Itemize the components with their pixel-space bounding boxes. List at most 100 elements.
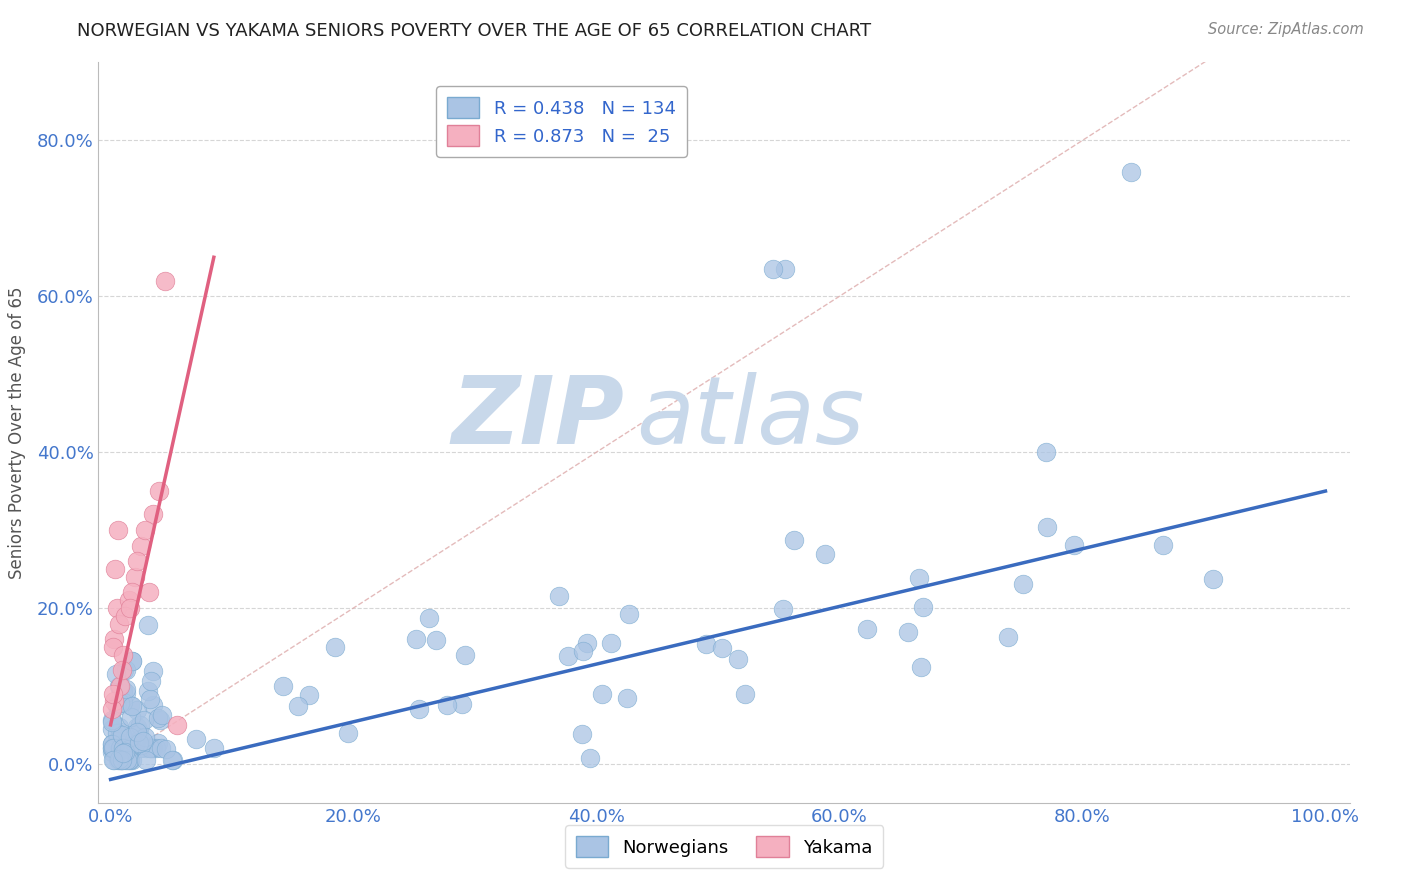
Point (111, 753, 134, 767)
Point (155, 274, 177, 288)
Point (112, 663, 135, 677)
Point (139, 673, 162, 688)
Point (101, 745, 124, 759)
Point (139, 741, 162, 756)
Point (111, 753, 134, 767)
Point (616, 691, 638, 706)
Point (578, 751, 600, 765)
Point (108, 616, 131, 631)
Point (162, 753, 184, 767)
Point (112, 682, 135, 697)
Point (110, 753, 132, 767)
Point (149, 741, 172, 756)
Point (141, 741, 163, 756)
Point (150, 707, 173, 722)
Point (908, 571, 931, 585)
Point (134, 714, 156, 728)
Point (114, 608, 136, 623)
Point (155, 742, 177, 756)
Point (108, 752, 131, 766)
Point (773, 262, 796, 277)
Point (112, 738, 135, 752)
Point (425, 633, 447, 648)
Point (103, 694, 125, 708)
Point (141, 664, 163, 678)
Point (111, 746, 134, 760)
Point (997, 630, 1019, 644)
Point (695, 637, 717, 651)
Point (121, 699, 143, 714)
Point (762, 262, 785, 277)
Point (107, 699, 129, 714)
Point (101, 753, 124, 767)
Point (111, 741, 134, 756)
Point (101, 714, 124, 729)
Point (107, 726, 129, 740)
Point (108, 753, 131, 767)
Point (186, 732, 208, 747)
Point (101, 713, 124, 727)
Point (118, 731, 141, 745)
Point (139, 692, 162, 706)
Point (111, 648, 134, 662)
Point (129, 732, 152, 747)
Point (104, 562, 127, 576)
Point (108, 679, 131, 693)
Point (132, 733, 155, 747)
Point (591, 687, 613, 701)
Point (107, 523, 129, 537)
Point (149, 714, 172, 728)
Point (129, 738, 152, 752)
Point (436, 698, 458, 712)
Point (121, 741, 143, 756)
Point (107, 753, 129, 767)
Point (298, 688, 321, 702)
Point (121, 654, 143, 668)
Point (148, 484, 170, 499)
Point (101, 741, 124, 756)
Text: Source: ZipAtlas.com: Source: ZipAtlas.com (1208, 22, 1364, 37)
Point (105, 601, 128, 615)
Point (405, 632, 427, 646)
Point (138, 741, 160, 756)
Point (110, 663, 132, 677)
Point (118, 601, 141, 615)
Text: atlas: atlas (637, 372, 865, 463)
Point (112, 695, 135, 709)
Point (146, 735, 169, 749)
Point (166, 718, 188, 732)
Point (110, 696, 132, 710)
Point (1202, 572, 1225, 586)
Point (856, 622, 879, 636)
Point (101, 741, 124, 756)
Point (287, 698, 309, 713)
Point (103, 632, 125, 647)
Point (1012, 577, 1035, 591)
Point (101, 741, 124, 756)
Point (136, 684, 159, 698)
Point (125, 724, 148, 739)
Point (128, 718, 150, 732)
Point (105, 733, 128, 747)
Point (103, 741, 125, 756)
Point (142, 698, 165, 712)
Point (105, 697, 128, 711)
Point (814, 547, 837, 561)
Point (772, 602, 794, 616)
Point (408, 702, 430, 716)
Point (727, 652, 749, 666)
Point (112, 686, 135, 700)
Point (125, 720, 148, 734)
Point (124, 570, 146, 584)
Point (120, 698, 142, 712)
Point (783, 533, 806, 548)
Point (202, 741, 225, 756)
Point (110, 725, 132, 739)
Point (127, 554, 149, 568)
Point (146, 711, 169, 725)
Point (128, 736, 150, 750)
Point (134, 523, 156, 537)
Point (114, 753, 136, 767)
Point (600, 636, 623, 650)
Point (323, 640, 346, 654)
